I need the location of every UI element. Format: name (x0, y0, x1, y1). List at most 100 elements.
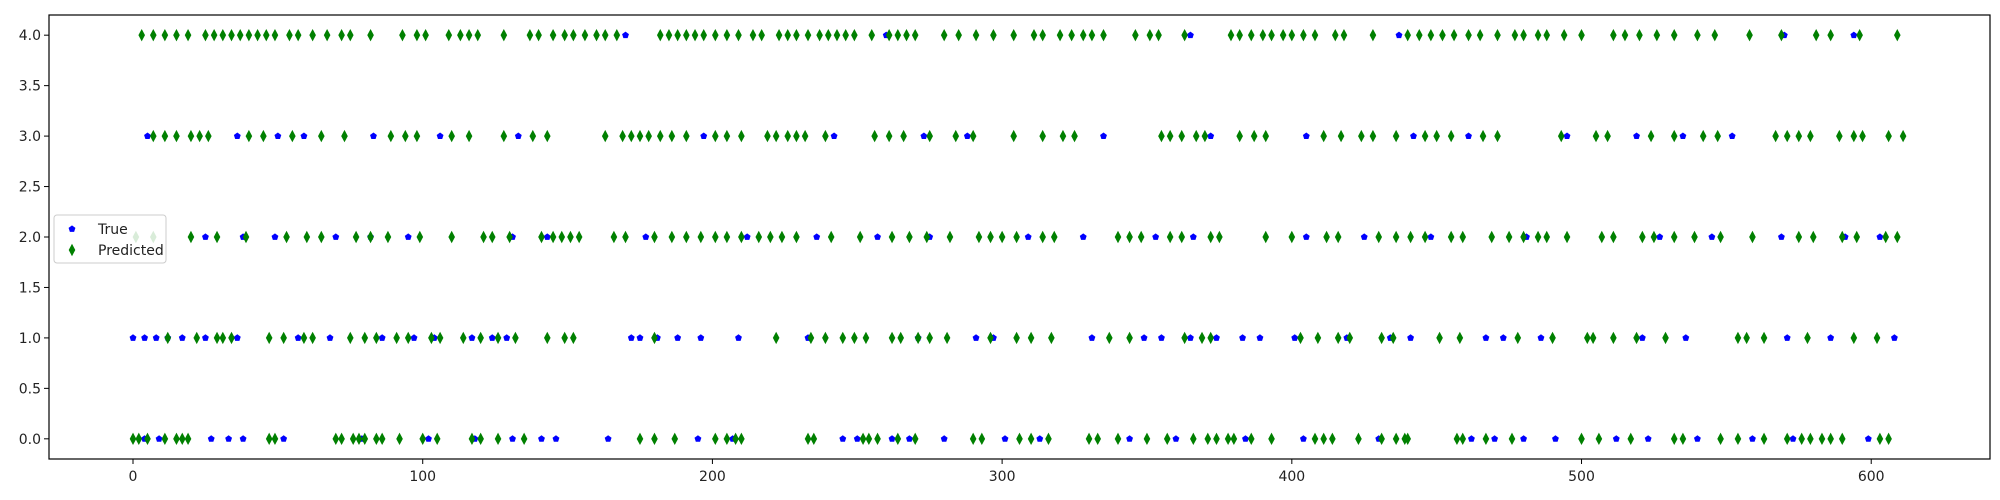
data-point-predicted (940, 28, 948, 42)
data-point-predicted (570, 28, 577, 42)
data-point-true (627, 334, 635, 341)
data-point-predicted (367, 28, 374, 42)
data-point-predicted (978, 432, 986, 446)
data-point-predicted (477, 331, 484, 345)
data-point-predicted (1178, 230, 1186, 244)
y-tick-label: 1.5 (19, 280, 41, 296)
data-point-predicted (373, 331, 380, 345)
data-point-true (700, 132, 708, 139)
data-point-predicted (1798, 432, 1805, 446)
data-point-true (1850, 31, 1858, 39)
data-point-predicted (1882, 230, 1890, 244)
data-point-true (1563, 132, 1571, 139)
data-point-predicted (1778, 28, 1785, 42)
data-point-predicted (1068, 28, 1075, 42)
data-point-predicted (1604, 129, 1611, 143)
data-point-predicted (668, 230, 676, 244)
data-point-true (129, 334, 137, 341)
data-point-predicted (1633, 331, 1640, 345)
data-point-predicted (1578, 28, 1585, 42)
data-point-predicted (1045, 432, 1052, 446)
data-point-predicted (494, 331, 502, 345)
data-point-predicted (294, 28, 302, 42)
data-point-predicted (793, 28, 800, 42)
data-point-true (839, 435, 847, 442)
data-point-predicted (1126, 331, 1133, 345)
data-point-predicted (228, 28, 235, 42)
data-point-true (1876, 233, 1884, 240)
data-point-true (853, 435, 861, 442)
data-point-predicted (1300, 28, 1307, 42)
data-point-predicted (205, 129, 212, 143)
x-tick-label: 600 (1858, 469, 1885, 485)
data-point-predicted (1192, 129, 1200, 143)
data-point-predicted (1783, 432, 1791, 446)
data-point-predicted (1088, 28, 1096, 42)
data-point-true (1407, 334, 1415, 341)
data-point-predicted (1204, 432, 1212, 446)
y-tick-label: 2.0 (19, 230, 41, 246)
data-point-predicted (665, 28, 673, 42)
data-point-predicted (436, 331, 444, 345)
data-point-predicted (219, 331, 227, 345)
data-point-true (1644, 435, 1652, 442)
data-point-predicted (1488, 230, 1496, 244)
data-point-predicted (772, 331, 780, 345)
data-point-predicted (1013, 331, 1020, 345)
y-tick-label: 2.5 (19, 180, 41, 196)
data-point-predicted (567, 230, 574, 244)
data-point-predicted (1876, 432, 1884, 446)
data-point-predicted (433, 432, 441, 446)
series-layer (129, 28, 1907, 446)
data-point-predicted (196, 129, 203, 143)
data-point-predicted (260, 129, 267, 143)
data-point-predicted (969, 432, 977, 446)
data-point-true (1537, 334, 1545, 341)
data-point-predicted (1247, 28, 1255, 42)
data-point-predicted (213, 331, 221, 345)
data-point-true (155, 435, 163, 442)
data-point-predicted (1520, 28, 1527, 42)
data-point-predicted (1476, 28, 1484, 42)
data-point-predicted (419, 432, 427, 446)
data-point-predicted (457, 28, 464, 42)
data-point-true (1679, 132, 1687, 139)
data-point-predicted (1610, 230, 1617, 244)
data-point-true (1152, 233, 1160, 240)
data-point-predicted (833, 28, 841, 42)
data-point-predicted (1494, 28, 1501, 42)
data-point-true (436, 132, 444, 139)
legend-label-predicted: Predicted (98, 243, 164, 259)
data-point-predicted (955, 28, 962, 42)
data-point-predicted (1262, 230, 1270, 244)
data-point-true (538, 435, 545, 442)
data-point-predicted (888, 331, 896, 345)
data-point-predicted (570, 331, 577, 345)
data-point-predicted (712, 129, 719, 143)
data-point-predicted (1584, 331, 1591, 345)
data-point-predicted (399, 28, 406, 42)
data-point-true (604, 435, 612, 442)
data-point-true (233, 334, 241, 341)
data-point-predicted (1259, 28, 1267, 42)
data-point-predicted (755, 230, 763, 244)
data-point-true (1777, 233, 1785, 240)
data-point-predicted (349, 432, 357, 446)
data-point-predicted (749, 28, 757, 42)
data-point-predicted (1114, 432, 1122, 446)
data-point-predicted (1543, 28, 1551, 42)
data-point-predicted (775, 28, 783, 42)
data-point-predicted (245, 129, 253, 143)
data-point-true (1656, 233, 1664, 240)
data-point-predicted (723, 28, 731, 42)
data-point-predicted (911, 432, 919, 446)
data-point-true (280, 435, 288, 442)
data-point-predicted (601, 28, 609, 42)
data-point-predicted (738, 230, 745, 244)
data-point-predicted (1050, 230, 1058, 244)
data-point-predicted (987, 331, 994, 345)
data-point-true (1612, 435, 1620, 442)
data-point-predicted (1639, 230, 1646, 244)
data-point-predicted (309, 331, 316, 345)
data-point-predicted (1048, 331, 1055, 345)
